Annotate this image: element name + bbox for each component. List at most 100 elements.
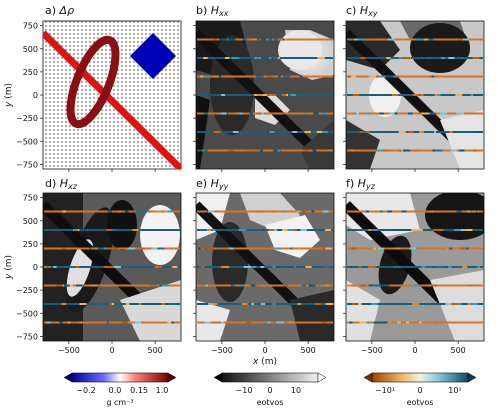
- flight-line-sample: [354, 38, 358, 41]
- flight-line-sample: [391, 94, 399, 96]
- flight-line-sample: [476, 266, 481, 268]
- flight-line-sample: [448, 247, 453, 250]
- flight-line-sample: [221, 247, 226, 250]
- y-tick-label: 750: [23, 22, 38, 31]
- flight-line-sample: [419, 321, 422, 324]
- flight-line-sample: [434, 149, 443, 152]
- flight-line-sample: [300, 210, 307, 213]
- flight-line-sample: [325, 247, 332, 250]
- flight-line-sample: [283, 210, 286, 213]
- flight-line-sample: [456, 112, 464, 115]
- flight-line-sample: [243, 266, 252, 268]
- flight-line-sample: [397, 321, 401, 324]
- flight-line-sample: [262, 94, 267, 96]
- flight-line-sample: [300, 229, 307, 231]
- flight-line-sample: [103, 247, 108, 250]
- flight-line-sample: [232, 131, 239, 133]
- flight-line-sample: [159, 266, 162, 268]
- colorbar-density-bar: [71, 372, 169, 383]
- y-tick-label: −500: [16, 309, 38, 318]
- flight-line-sample: [377, 247, 385, 250]
- flight-line-sample: [135, 210, 141, 213]
- flight-line-sample: [53, 266, 57, 268]
- y-tick-label: 0: [33, 91, 38, 100]
- flight-line-sample: [239, 112, 243, 115]
- x-tick-label: 0: [262, 346, 267, 355]
- flight-line-sample: [316, 131, 323, 133]
- flight-line-sample: [204, 247, 208, 250]
- flight-line-sample: [317, 57, 325, 59]
- x-tick-label: 500: [147, 346, 162, 355]
- flight-line-sample: [269, 131, 275, 133]
- flight-line-sample: [198, 266, 201, 268]
- flight-line-sample: [361, 38, 366, 41]
- flight-line-sample: [110, 247, 119, 250]
- flight-line: [197, 266, 333, 268]
- flight-line-sample: [313, 112, 319, 115]
- flight-line-sample: [381, 284, 389, 287]
- flight-line-sample: [205, 75, 210, 78]
- flight-line-sample: [73, 229, 78, 231]
- flight-line-sample: [325, 303, 334, 305]
- flight-line-sample: [203, 112, 208, 115]
- flight-line-sample: [377, 321, 382, 324]
- flight-line-sample: [349, 321, 353, 324]
- flight-line-sample: [152, 247, 158, 250]
- flight-line-sample: [411, 229, 417, 231]
- flight-line-sample: [125, 303, 130, 305]
- flight-line-sample: [448, 266, 452, 268]
- flight-line: [197, 149, 333, 152]
- flight-line-sample: [98, 284, 101, 287]
- y-tick-label: −750: [16, 332, 38, 341]
- flight-line-sample: [356, 112, 360, 115]
- flight-line-sample: [117, 210, 121, 213]
- flight-line-sample: [169, 303, 172, 305]
- ring-anomaly: [66, 35, 120, 129]
- flight-line-sample: [107, 210, 113, 213]
- flight-line-sample: [220, 112, 227, 115]
- flight-line-sample: [386, 321, 392, 324]
- flight-line-sample: [281, 94, 287, 96]
- flight-line-sample: [290, 94, 297, 96]
- flight-line-sample: [211, 229, 216, 231]
- flight-line-sample: [228, 38, 236, 41]
- flight-line-sample: [368, 38, 371, 41]
- colorbar-gray-tick: 10: [291, 386, 301, 395]
- flight-line-sample: [124, 210, 129, 213]
- y-tick-label: −750: [16, 160, 38, 169]
- flight-line-sample: [208, 303, 213, 305]
- x-tick-label: 500: [450, 346, 465, 355]
- flight-line-sample: [321, 112, 327, 115]
- flight-line-sample: [45, 266, 50, 268]
- colorbar-diverging-tick: 0: [417, 386, 422, 395]
- flight-line-sample: [357, 303, 362, 305]
- flight-line-sample: [213, 75, 221, 78]
- flight-line-sample: [322, 321, 327, 324]
- colorbar-diverging-label: eotvos: [407, 398, 434, 407]
- flight-line-sample: [457, 38, 464, 41]
- flight-line-sample: [429, 112, 436, 115]
- flight-line-sample: [240, 284, 244, 287]
- panel-b-title: b) Hxx: [196, 4, 229, 18]
- flight-line-sample: [359, 131, 363, 133]
- flight-line-sample: [458, 266, 463, 268]
- flight-line-sample: [246, 149, 254, 152]
- flight-line-sample: [251, 284, 258, 287]
- flight-line-sample: [214, 57, 219, 59]
- flight-line-sample: [172, 266, 178, 268]
- flight-line-sample: [284, 38, 288, 41]
- flight-line-sample: [398, 57, 403, 59]
- flight-line-sample: [433, 229, 440, 231]
- flight-line-sample: [251, 303, 255, 305]
- flight-line-sample: [421, 112, 429, 115]
- flight-line: [347, 75, 483, 78]
- flight-line-sample: [256, 112, 262, 115]
- colorbar-gray-tick: 0: [267, 386, 272, 395]
- flight-line-sample: [348, 38, 353, 41]
- flight-line-sample: [283, 284, 289, 287]
- flight-line: [347, 112, 483, 115]
- flight-line-sample: [242, 38, 247, 41]
- flight-line-sample: [419, 131, 425, 133]
- flight-line-sample: [445, 247, 450, 250]
- flight-line-sample: [271, 210, 276, 213]
